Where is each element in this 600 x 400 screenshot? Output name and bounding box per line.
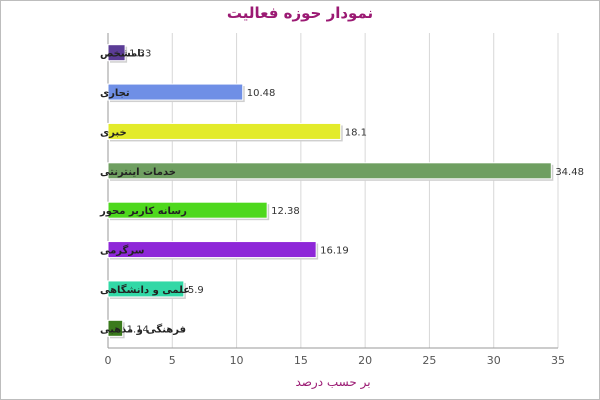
x-tick-label: 0 xyxy=(105,354,112,367)
x-tick-label: 35 xyxy=(551,354,565,367)
bar xyxy=(107,241,317,259)
value-label: 34.48 xyxy=(555,167,584,178)
category-label: رسانه کاربر محور xyxy=(99,206,187,217)
category-label: خدمات اینترنتی xyxy=(100,167,176,178)
bar xyxy=(107,83,244,101)
bar xyxy=(107,44,126,62)
category-label: سرگرمی xyxy=(100,244,145,257)
x-tick-label: 5 xyxy=(169,354,176,367)
value-label: 1.14 xyxy=(127,324,149,335)
chart-title: نمودار حوزه فعالیت xyxy=(226,4,374,22)
x-axis-title: بر حسب درصد xyxy=(295,375,370,390)
x-tick-label: 20 xyxy=(358,354,372,367)
value-label: 10.48 xyxy=(247,88,276,99)
category-label: خبری xyxy=(100,127,127,138)
x-tick-label: 10 xyxy=(230,354,244,367)
value-label: 12.38 xyxy=(271,206,300,217)
value-label: 16.19 xyxy=(320,246,349,257)
category-label: علمی و دانشگاهی xyxy=(100,283,190,296)
value-label: 18.1 xyxy=(345,127,367,138)
value-label: 5.9 xyxy=(188,285,204,296)
bar xyxy=(107,319,124,337)
x-tick-label: 15 xyxy=(294,354,308,367)
category-label: نامشخص xyxy=(100,49,145,60)
x-tick-label: 30 xyxy=(487,354,501,367)
bar xyxy=(107,280,185,298)
value-label: 1.33 xyxy=(129,49,151,60)
category-label: تجاری xyxy=(100,88,130,99)
x-tick-label: 25 xyxy=(422,354,436,367)
bar xyxy=(107,122,342,140)
bar xyxy=(107,162,552,180)
bar xyxy=(107,201,268,219)
category-label: فرهنگی و مذهبی xyxy=(100,322,186,335)
